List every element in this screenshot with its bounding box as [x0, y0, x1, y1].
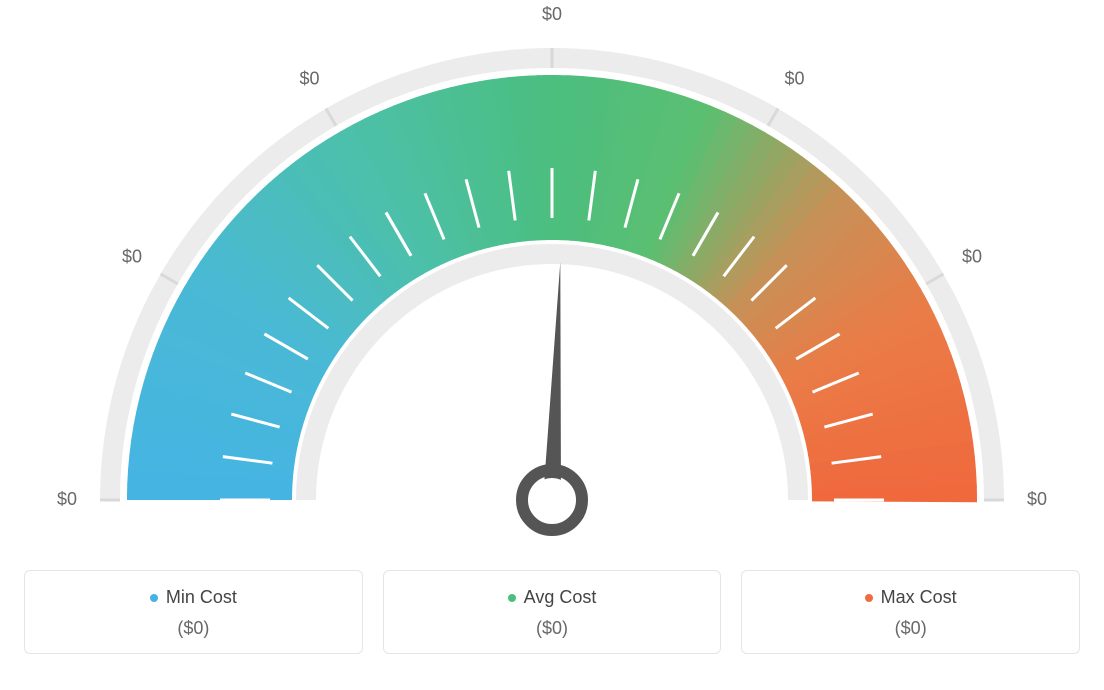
legend-label-max: Max Cost: [865, 587, 957, 608]
gauge-svg: $0 $0 $0 $0 $0 $0 $0: [0, 0, 1104, 560]
legend-card-max: Max Cost ($0): [741, 570, 1080, 654]
legend-dot-max: [865, 594, 873, 602]
legend-text-min: Min Cost: [166, 587, 237, 608]
legend-value-max: ($0): [754, 618, 1067, 639]
legend-dot-min: [150, 594, 158, 602]
svg-text:$0: $0: [962, 246, 982, 266]
legend-text-max: Max Cost: [881, 587, 957, 608]
svg-text:$0: $0: [542, 4, 562, 24]
legend-label-min: Min Cost: [150, 587, 237, 608]
legend-value-min: ($0): [37, 618, 350, 639]
legend-text-avg: Avg Cost: [524, 587, 597, 608]
legend-card-min: Min Cost ($0): [24, 570, 363, 654]
gauge-chart: $0 $0 $0 $0 $0 $0 $0: [0, 0, 1104, 560]
legend-dot-avg: [508, 594, 516, 602]
legend-value-avg: ($0): [396, 618, 709, 639]
svg-text:$0: $0: [1027, 489, 1047, 509]
legend-label-avg: Avg Cost: [508, 587, 597, 608]
svg-text:$0: $0: [784, 69, 804, 89]
svg-text:$0: $0: [299, 69, 319, 89]
svg-text:$0: $0: [57, 489, 77, 509]
cost-gauge-container: $0 $0 $0 $0 $0 $0 $0 Min Cost ($0) Avg Cost ($…: [0, 0, 1104, 690]
legend-card-avg: Avg Cost ($0): [383, 570, 722, 654]
legend-row: Min Cost ($0) Avg Cost ($0) Max Cost ($0…: [0, 570, 1104, 654]
svg-text:$0: $0: [122, 246, 142, 266]
